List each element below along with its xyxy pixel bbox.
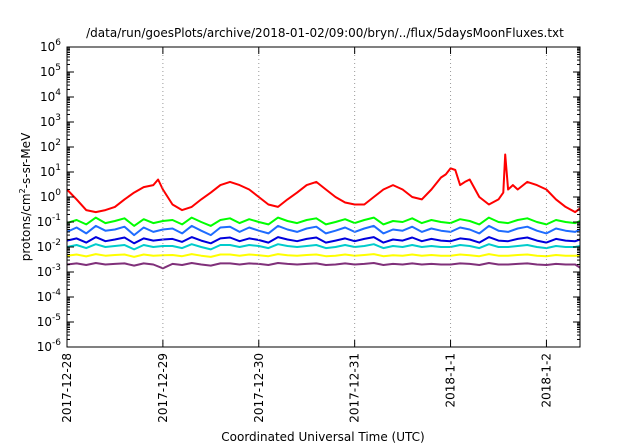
y-tick-label-base: 10 — [37, 315, 52, 329]
y-tick-label: 103 — [40, 113, 61, 129]
y-tick-label: 102 — [40, 138, 61, 154]
y-tick-label-base: 10 — [37, 215, 52, 229]
y-tick-label: 101 — [40, 163, 61, 179]
y-axis-label-rest: -s-sr-MeV — [19, 132, 33, 188]
y-tick-label-exp: -2 — [52, 238, 61, 248]
y-tick-label-exp: -6 — [52, 338, 61, 348]
x-tick-label: 2017-12-30 — [252, 353, 266, 423]
y-tick-label: 10-1 — [37, 213, 61, 229]
x-axis: 2017-12-28 2017-12-29 2017-12-30 2017-12-31… — [60, 47, 553, 423]
x-tick-label: 2018-1-2 — [539, 353, 553, 407]
y-tick-label-exp: 6 — [55, 38, 61, 48]
y-tick-label-exp: 3 — [55, 113, 61, 123]
series-line-5 — [66, 243, 581, 251]
series-line-3 — [66, 224, 581, 237]
y-tick-label-base: 10 — [40, 115, 55, 129]
y-tick-label: 10-4 — [37, 288, 62, 304]
x-tick-label: 2018-1-1 — [444, 353, 458, 407]
series-line-1 — [66, 153, 581, 214]
y-axis-label-sup: 2 — [18, 188, 27, 193]
y-tick-label-base: 10 — [37, 240, 52, 254]
x-tick-label: 2017-12-28 — [60, 353, 74, 423]
y-tick-label-base: 10 — [37, 265, 52, 279]
series-line-4 — [66, 236, 581, 245]
y-tick-label: 10-3 — [37, 263, 61, 279]
y-tick-label-base: 10 — [40, 65, 55, 79]
y-tick-label-base: 10 — [37, 290, 52, 304]
y-tick-label: 10-5 — [37, 313, 61, 329]
chart-title: /data/run/goesPlots/archive/2018-01-02/0… — [86, 26, 564, 40]
y-tick-label-exp: 2 — [55, 138, 61, 148]
y-tick-label-base: 10 — [40, 165, 55, 179]
y-tick-label-base: 10 — [40, 140, 55, 154]
y-tick-label-base: 10 — [40, 40, 55, 54]
y-tick-label-base: 10 — [40, 90, 55, 104]
y-tick-label-base: 10 — [37, 340, 52, 354]
y-tick-label: 106 — [40, 38, 61, 54]
y-tick-label: 105 — [40, 63, 61, 79]
y-tick-label-exp: -1 — [52, 213, 61, 223]
x-tick-label: 2017-12-31 — [348, 353, 362, 423]
x-tick-label: 2017-12-29 — [156, 353, 170, 423]
y-tick-label-exp: -4 — [52, 288, 61, 298]
y-tick-label: 10-2 — [37, 238, 61, 254]
series-line-7 — [66, 262, 581, 270]
y-tick-label-exp: -3 — [52, 263, 61, 273]
series-layer — [66, 153, 581, 270]
plot-frame — [66, 46, 581, 348]
y-tick-label-exp: 5 — [55, 63, 61, 73]
x-axis-label: Coordinated Universal Time (UTC) — [221, 430, 424, 444]
y-axis-label: protons/cm2-s-sr-MeV — [18, 132, 33, 261]
y-tick-label-exp: 1 — [55, 163, 61, 173]
y-axis-label-base: protons/cm — [19, 193, 33, 261]
y-tick-label: 104 — [40, 88, 61, 104]
y-tick-label-base: 10 — [40, 190, 55, 204]
series-line-6 — [66, 253, 581, 258]
y-tick-label: 100 — [40, 188, 61, 204]
y-tick-label: 10-6 — [37, 338, 62, 354]
y-tick-label-exp: 0 — [55, 188, 61, 198]
y-tick-label-exp: -5 — [52, 313, 61, 323]
y-tick-label-exp: 4 — [55, 88, 61, 98]
series-line-2 — [66, 216, 581, 227]
y-axis: 10-610-510-410-310-210-11001011021031041… — [37, 38, 580, 354]
